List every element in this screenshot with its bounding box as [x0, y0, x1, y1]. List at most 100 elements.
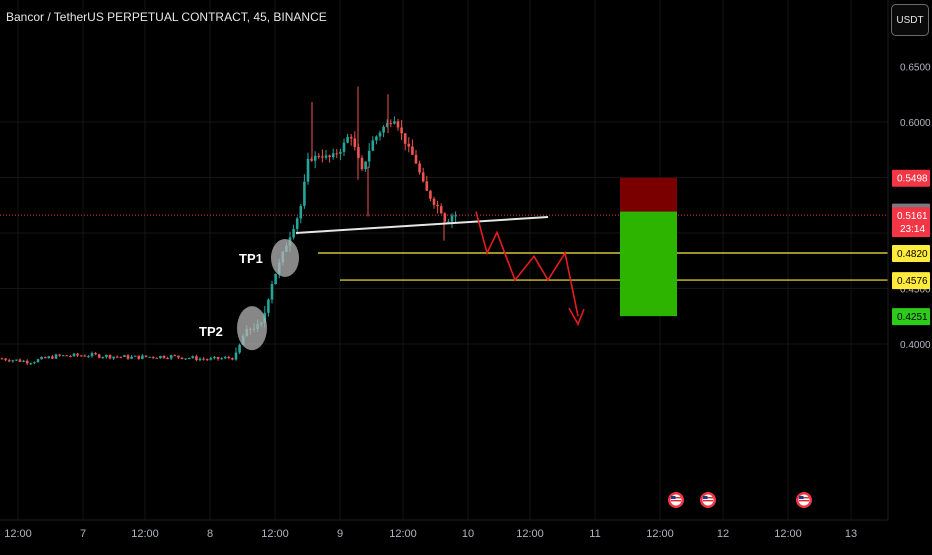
time-tick-label: 12:00 — [774, 528, 802, 540]
candle-body — [385, 123, 389, 127]
candle-body — [382, 126, 385, 133]
price-tag — [892, 244, 930, 262]
candle-body — [4, 358, 7, 361]
candle-body — [29, 363, 33, 365]
time-tick-label: 8 — [207, 528, 213, 540]
candle-body — [346, 136, 349, 143]
candle-body — [306, 158, 310, 182]
price-tick-label: 0.6000 — [900, 118, 931, 129]
candle-body — [360, 157, 364, 170]
candle-body — [349, 136, 353, 139]
price-tag — [892, 169, 930, 187]
price-tag-label: 0.5498 — [897, 174, 928, 185]
flag-canton — [703, 496, 708, 499]
price-tag-label: 0.5161 — [897, 211, 928, 222]
candle-body — [33, 362, 36, 364]
candle-body — [432, 198, 436, 205]
candle-body — [324, 155, 328, 158]
candle-body — [97, 354, 101, 358]
stop-loss-zone — [620, 177, 677, 212]
candle-body — [22, 360, 25, 362]
candle-body — [220, 358, 223, 360]
candle-body — [400, 127, 403, 134]
flag-canton — [799, 496, 804, 499]
candle-body — [137, 355, 141, 359]
candle-body — [447, 221, 450, 223]
candle-body — [216, 356, 220, 360]
candle-body — [439, 206, 443, 214]
candle-body — [184, 358, 187, 360]
candle-body — [198, 358, 202, 361]
candle-body — [43, 357, 47, 359]
candle-body — [144, 355, 148, 357]
candle-body — [11, 360, 15, 362]
time-axis — [0, 520, 932, 550]
candle-body — [191, 356, 195, 359]
tp1-label: TP1 — [239, 251, 263, 266]
candle-body — [367, 150, 371, 162]
candle-body — [353, 138, 357, 148]
candle-body — [396, 121, 400, 128]
candle-body — [18, 359, 22, 362]
price-tag — [892, 272, 930, 290]
candle-body — [180, 357, 184, 360]
flag-canton — [671, 496, 676, 499]
candle-body — [231, 358, 234, 360]
time-tick-label: 12:00 — [516, 528, 544, 540]
us-flag-event-icon[interactable] — [700, 492, 716, 508]
candle-body — [123, 355, 126, 357]
candle-body — [299, 205, 303, 219]
time-tick-label: 12 — [717, 528, 729, 540]
candle-body — [36, 359, 40, 363]
candle-body — [321, 156, 324, 158]
candle-body — [267, 299, 270, 313]
time-tick-label: 11 — [589, 528, 600, 540]
time-tick-label: 13 — [845, 528, 857, 540]
candle-body — [227, 357, 231, 359]
countdown-label: 23:14 — [900, 224, 925, 235]
candle-body — [87, 356, 90, 358]
time-tick-label: 12:00 — [4, 528, 32, 540]
candle-body — [177, 355, 180, 358]
candle-body — [112, 356, 115, 359]
currency-button[interactable]: USDT — [891, 4, 929, 36]
candle-body — [72, 353, 76, 357]
time-tick-label: 12:00 — [389, 528, 417, 540]
candle-body — [393, 121, 396, 124]
flag-stripe — [703, 497, 713, 499]
candle-body — [0, 358, 4, 360]
flag-stripe — [799, 497, 809, 499]
us-flag-event-icon[interactable] — [796, 492, 812, 508]
candle-body — [105, 354, 108, 358]
flag-stripe — [799, 500, 809, 502]
candle-body — [90, 353, 94, 357]
flag-stripe — [671, 497, 681, 499]
candle-body — [148, 356, 151, 358]
candle-body — [141, 355, 144, 359]
candle-body — [195, 356, 198, 361]
candle-body — [58, 354, 61, 356]
time-tick-label: 9 — [337, 528, 343, 540]
candle-body — [371, 140, 375, 151]
candle-body — [295, 218, 299, 229]
candle-body — [76, 353, 79, 356]
candle-body — [403, 133, 407, 144]
us-flag-event-icon[interactable] — [668, 492, 684, 508]
candle-body — [51, 356, 54, 359]
candle-body — [443, 213, 447, 222]
candle-body — [40, 357, 43, 360]
candles — [0, 86, 457, 366]
candle-body — [274, 273, 277, 285]
flag-stripe — [671, 500, 681, 502]
take-profit-zone — [620, 211, 677, 317]
candle-body — [213, 356, 216, 359]
price-tick-label: 0.4500 — [900, 285, 931, 296]
candle-body — [25, 360, 29, 364]
candle-body — [436, 204, 439, 207]
candle-body — [270, 284, 274, 300]
candle-body — [108, 354, 112, 359]
candle-body — [378, 132, 382, 137]
tp1-marker — [271, 238, 299, 277]
